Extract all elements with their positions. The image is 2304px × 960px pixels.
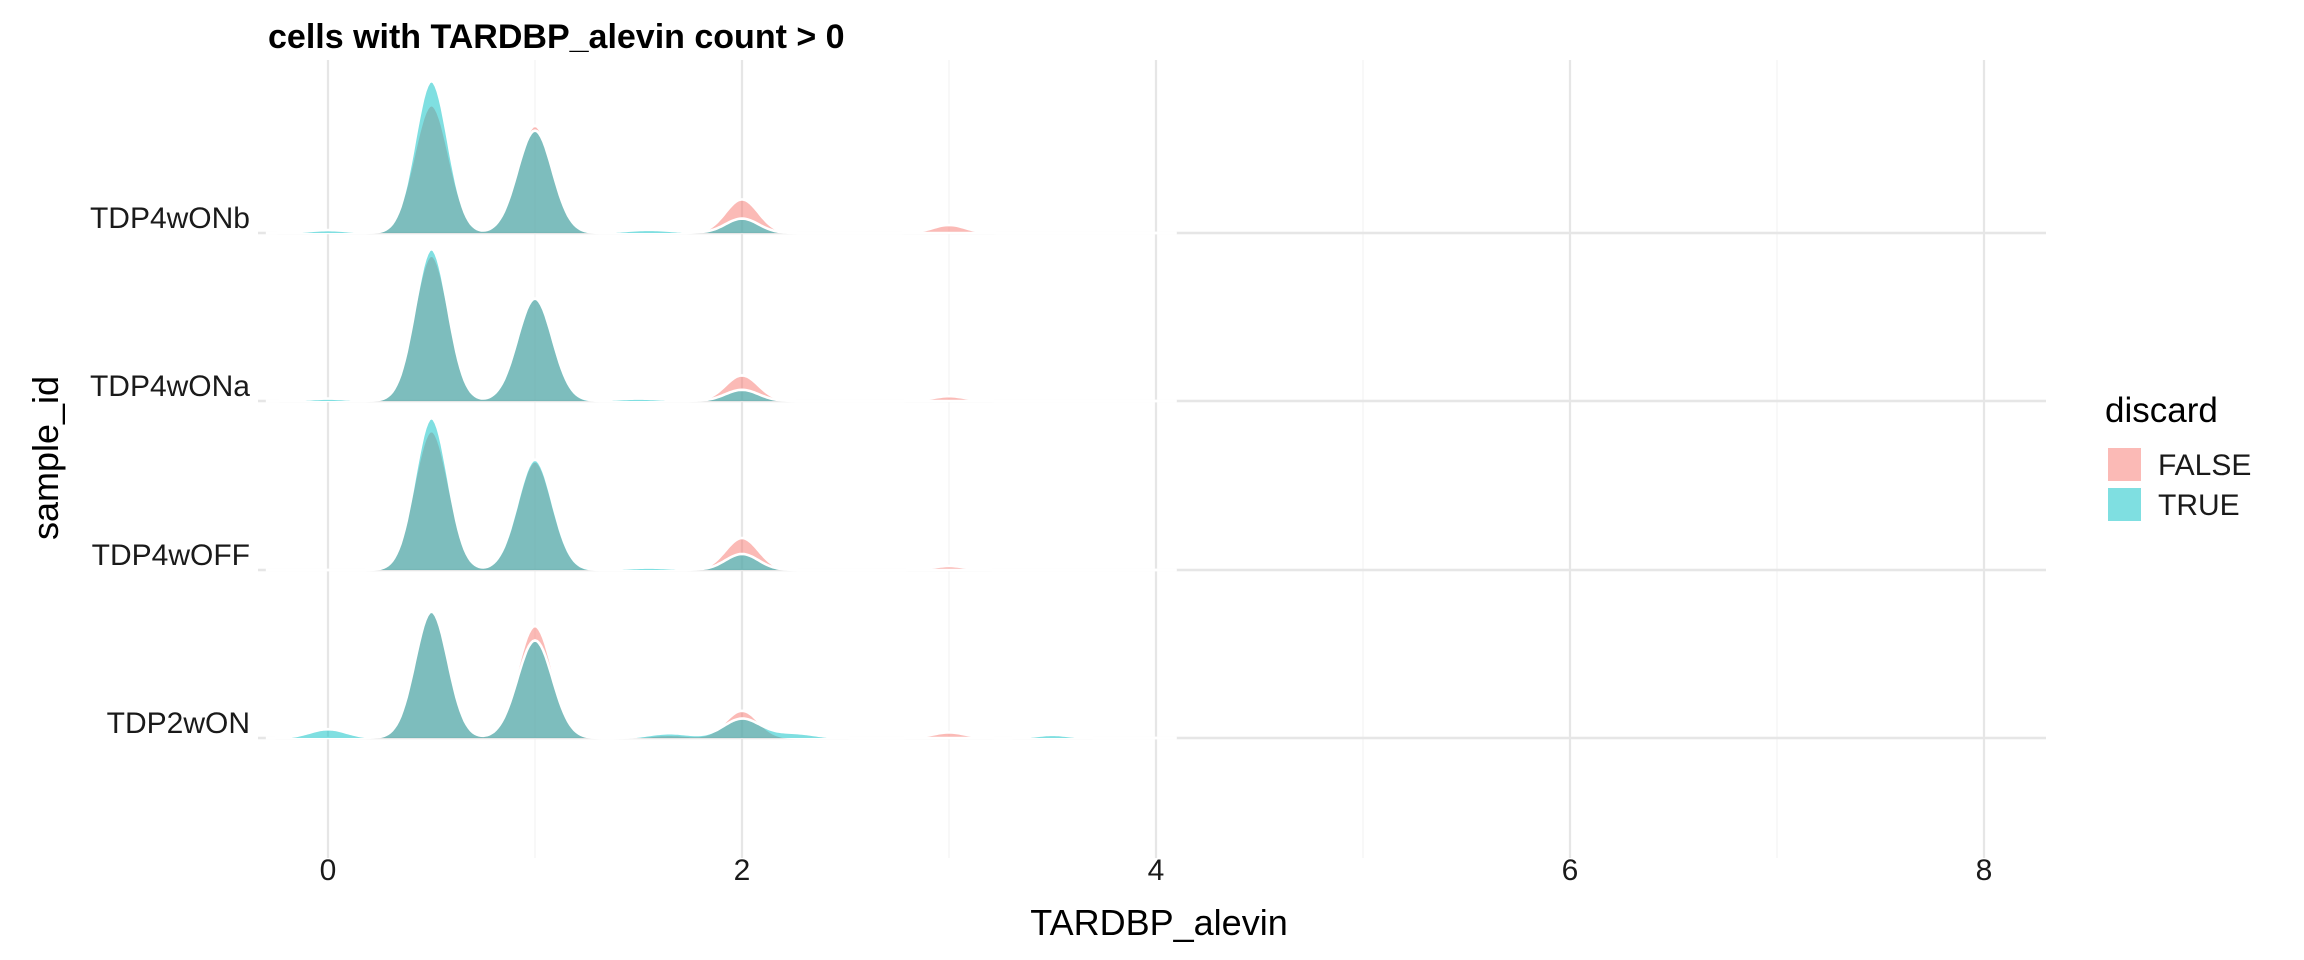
y-tick-label: TDP4wONa [90,370,250,403]
legend-label-false: FALSE [2158,449,2251,482]
x-tick-label: 4 [1148,854,1165,887]
ridges [265,79,1177,740]
ridge-outline-true-tdp4wonb [265,79,1177,235]
x-tick-label: 2 [734,854,751,887]
legend-title: discard [2105,391,2218,430]
ridge-outline-true-tdp4woff [265,416,1177,572]
ridge-outline-true-tdp2won [265,610,1177,740]
legend-swatch-true [2108,488,2141,521]
legend: discard FALSE TRUE [2105,391,2251,522]
legend-label-true: TRUE [2158,489,2240,522]
y-tick-label: TDP4wONb [90,202,250,235]
ridge-outline-true-tdp4wona [265,247,1177,403]
chart-title: cells with TARDBP_alevin count > 0 [268,18,845,56]
y-tick-label: TDP4wOFF [92,539,250,572]
y-tick-label: TDP2wON [107,707,250,740]
x-tick-labels: 0 2 4 6 8 [320,854,1993,887]
x-tick-label: 8 [1976,854,1993,887]
x-tick-label: 0 [320,854,337,887]
x-tick-label: 6 [1562,854,1579,887]
ridge-true-tdp4woff [265,418,1177,570]
x-axis-label: TARDBP_alevin [1030,902,1287,943]
legend-swatch-false [2108,448,2141,481]
y-tick-labels: TDP2wON TDP4wOFF TDP4wONa TDP4wONb [90,202,250,740]
y-axis-label: sample_id [25,376,66,540]
ridge-true-tdp4wonb [265,81,1177,233]
ridge-true-tdp2won [265,611,1177,738]
ridge-true-tdp4wona [265,249,1177,401]
